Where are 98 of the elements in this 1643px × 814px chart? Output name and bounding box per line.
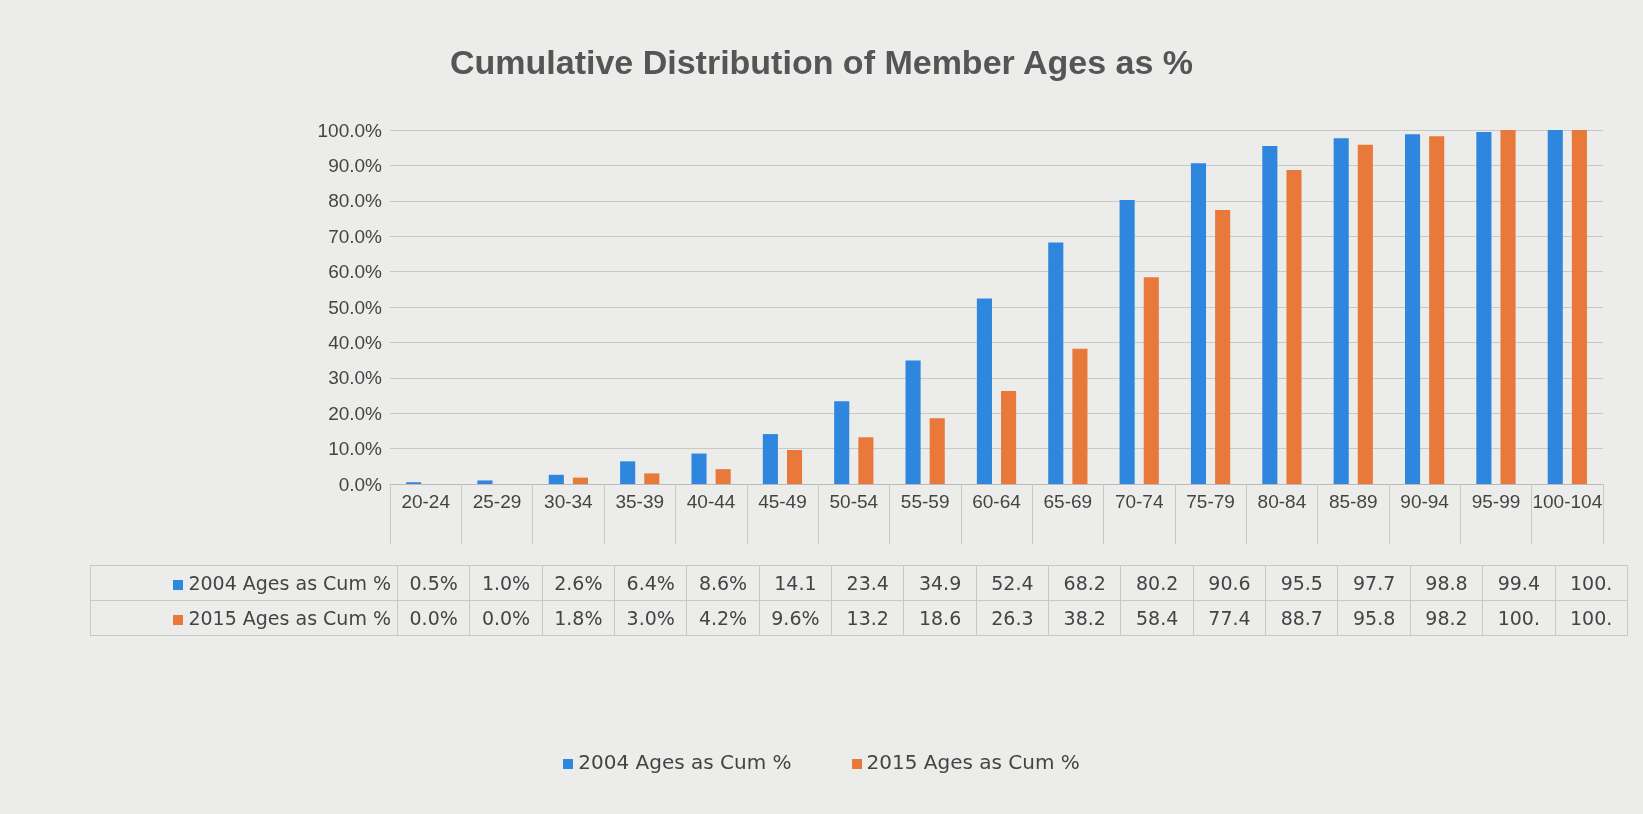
data-label: 77.4 bbox=[1193, 600, 1266, 636]
chart-title: Cumulative Distribution of Member Ages as % bbox=[449, 43, 1194, 81]
bar bbox=[834, 401, 850, 484]
x-tick-label: 40-44 bbox=[686, 491, 736, 512]
bar bbox=[1215, 210, 1231, 484]
data-label: 99.4 bbox=[1482, 565, 1555, 601]
bar bbox=[1072, 348, 1088, 484]
data-label: 34.9 bbox=[903, 565, 977, 601]
bar bbox=[644, 473, 660, 484]
y-tick-label: 20.0% bbox=[328, 402, 383, 424]
bar bbox=[786, 450, 803, 484]
bar bbox=[1048, 242, 1064, 484]
bar bbox=[1143, 277, 1159, 484]
data-label: 68.2 bbox=[1048, 565, 1121, 601]
bar bbox=[1357, 144, 1373, 484]
data-label: 100. bbox=[1555, 565, 1628, 601]
data-label: 98.2 bbox=[1410, 600, 1483, 636]
bar bbox=[1571, 130, 1587, 484]
data-label: 18.6 bbox=[903, 600, 977, 636]
y-tick-label: 0.0% bbox=[338, 473, 383, 495]
x-tick-label: 20-24 bbox=[401, 491, 451, 512]
y-tick-label: 50.0% bbox=[328, 296, 383, 318]
x-tick-label: 80-84 bbox=[1257, 491, 1307, 512]
data-label: 95.8 bbox=[1337, 600, 1411, 636]
data-label: 23.4 bbox=[831, 565, 904, 601]
x-tick-label: 90-94 bbox=[1400, 491, 1450, 512]
x-tick-label: 65-69 bbox=[1043, 491, 1093, 512]
y-tick-label: 70.0% bbox=[328, 225, 383, 247]
data-label: 6.4% bbox=[614, 565, 687, 601]
x-tick-label: 45-49 bbox=[758, 491, 807, 512]
data-label: 98.8 bbox=[1410, 565, 1483, 601]
bar bbox=[1547, 130, 1563, 484]
bar bbox=[1262, 145, 1278, 484]
x-tick-label: 35-39 bbox=[615, 491, 665, 512]
y-tick-label: 90.0% bbox=[328, 154, 383, 176]
y-tick-label: 80.0% bbox=[328, 190, 383, 212]
x-tick-label: 60-64 bbox=[972, 491, 1022, 512]
data-label: 14.1 bbox=[759, 565, 832, 601]
data-label: 97.7 bbox=[1337, 565, 1411, 601]
bar bbox=[1119, 200, 1135, 484]
bar bbox=[572, 477, 588, 484]
bar bbox=[762, 434, 778, 484]
y-tick-label: 60.0% bbox=[328, 261, 383, 283]
data-label: 2.6% bbox=[542, 565, 615, 601]
legend-label: 2004 Ages as Cum % bbox=[90, 565, 398, 601]
bar bbox=[1476, 132, 1492, 484]
bar bbox=[1190, 163, 1207, 484]
data-label: 90.6 bbox=[1193, 565, 1266, 601]
y-tick-label: 30.0% bbox=[328, 367, 383, 389]
bar bbox=[1429, 136, 1445, 484]
x-tick-label: 85-89 bbox=[1328, 491, 1378, 512]
text: 2015 Ages as Cum % bbox=[866, 750, 1080, 774]
data-label: 0.5% bbox=[397, 565, 470, 601]
data-label: 13.2 bbox=[831, 600, 904, 636]
bar bbox=[1333, 138, 1349, 484]
y-tick-label: 100.0% bbox=[317, 119, 383, 141]
bar bbox=[1286, 170, 1302, 484]
text: 2004 Ages as Cum % bbox=[578, 750, 792, 774]
data-label: 26.3 bbox=[976, 600, 1049, 636]
bar bbox=[548, 474, 564, 484]
data-label: 0.0% bbox=[397, 600, 470, 636]
x-tick-label: 25-29 bbox=[472, 491, 522, 512]
x-tick-label: 70-74 bbox=[1114, 491, 1164, 512]
bar bbox=[858, 437, 874, 484]
x-tick-label: 95-99 bbox=[1471, 491, 1521, 512]
bar bbox=[477, 480, 493, 484]
x-tick-label: 75-79 bbox=[1186, 491, 1235, 512]
data-label: 88.7 bbox=[1265, 600, 1338, 636]
data-label: 100. bbox=[1555, 600, 1628, 636]
bar bbox=[1500, 130, 1516, 484]
data-label: 1.0% bbox=[469, 565, 543, 601]
y-tick-label: 40.0% bbox=[328, 331, 383, 353]
y-tick-label: 10.0% bbox=[328, 438, 383, 460]
data-label: 4.2% bbox=[686, 600, 760, 636]
data-label: 9.6% bbox=[759, 600, 832, 636]
data-label: 3.0% bbox=[614, 600, 687, 636]
data-label: 58.4 bbox=[1120, 600, 1194, 636]
data-label: 100. bbox=[1482, 600, 1555, 636]
data-label: 38.2 bbox=[1048, 600, 1121, 636]
legend-label: 2015 Ages as Cum % bbox=[90, 600, 398, 636]
bar bbox=[691, 453, 707, 484]
x-tick-label: 50-54 bbox=[829, 491, 879, 512]
bar bbox=[976, 298, 992, 484]
bar bbox=[620, 461, 636, 484]
bar bbox=[905, 360, 921, 484]
x-tick-label: 30-34 bbox=[544, 491, 594, 512]
data-label: 0.0% bbox=[469, 600, 543, 636]
bar bbox=[929, 418, 945, 484]
x-tick-label: 55-59 bbox=[900, 491, 950, 512]
data-label: 1.8% bbox=[542, 600, 615, 636]
data-label: 95.5 bbox=[1265, 565, 1338, 601]
bar bbox=[1405, 134, 1421, 484]
bar bbox=[715, 469, 731, 484]
data-label: 8.6% bbox=[686, 565, 760, 601]
bar bbox=[1001, 390, 1017, 484]
data-label: 80.2 bbox=[1120, 565, 1194, 601]
data-label: 52.4 bbox=[976, 565, 1049, 601]
x-tick-label: 100-104 bbox=[1532, 491, 1603, 512]
